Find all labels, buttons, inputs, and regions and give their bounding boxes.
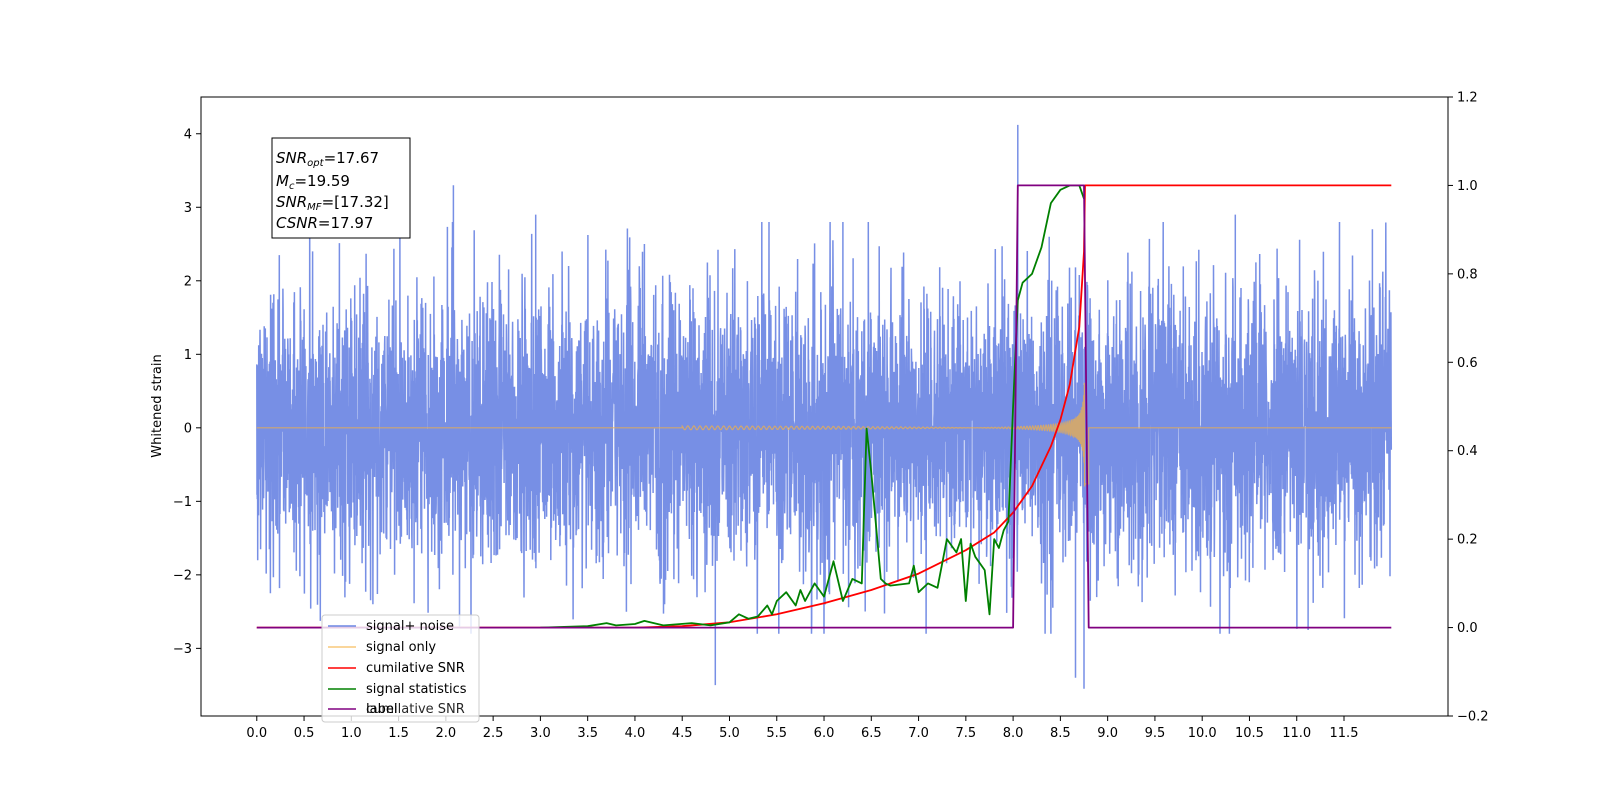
- svg-text:label: label: [366, 702, 397, 717]
- series-signal-statistics: [540, 184, 1085, 629]
- legend-box: [321, 614, 480, 723]
- y2-tick-label: 0.2: [1457, 533, 1478, 548]
- x-tick-label: 9.0: [1097, 726, 1118, 741]
- y-axis-right: 1.2 1.0 0.8 0.6 0.4 0.2 0.0 −0.2: [1448, 91, 1489, 725]
- y-tick-label: 1: [184, 348, 192, 363]
- series-signal-noise: [256, 124, 1393, 689]
- svg-text:cumilative SNR: cumilative SNR: [366, 661, 465, 676]
- x-tick-label: 0.0: [246, 726, 267, 741]
- x-tick-label: 0.5: [294, 726, 315, 741]
- x-tick-label: 7.5: [955, 726, 976, 741]
- x-tick-label: 11.5: [1330, 726, 1359, 741]
- x-tick-label: 4.5: [672, 726, 693, 741]
- x-tick-label: 5.0: [719, 726, 740, 741]
- legend-item-label: cumilative SNR label: [328, 702, 465, 717]
- x-tick-label: 4.0: [625, 726, 646, 741]
- y-tick-label: −1: [173, 495, 192, 510]
- series-layer: [256, 124, 1393, 689]
- x-tick-label: 7.0: [908, 726, 929, 741]
- x-tick-label: 1.0: [341, 726, 362, 741]
- x-tick-label: 8.0: [1003, 726, 1024, 741]
- legend-item-signal-noise: signal+ noise: [328, 619, 454, 634]
- x-tick-label: 1.5: [388, 726, 409, 741]
- legend-ghost-text: cumilative SNR: [366, 702, 465, 717]
- x-tick-label: 3.0: [530, 726, 551, 741]
- y2-tick-label: 0.8: [1457, 267, 1478, 282]
- x-axis: 0.0 0.5 1.0 1.5 2.0 2.5 3.0 3.5 4.0 4.5 5.0 5.5 6.0 6…: [246, 716, 1358, 741]
- x-tick-label: 8.5: [1050, 726, 1071, 741]
- y2-tick-label: 1.2: [1457, 91, 1478, 106]
- series-label: [256, 184, 1392, 629]
- y-tick-label: 3: [184, 201, 192, 216]
- x-tick-label: 6.0: [814, 726, 835, 741]
- y2-tick-label: 0.0: [1457, 621, 1478, 636]
- x-tick-label: 10.0: [1188, 726, 1217, 741]
- y2-tick-label: 0.6: [1457, 356, 1478, 371]
- y-axis-title: Whitened strain: [150, 354, 165, 457]
- series-signal-only: [256, 382, 1392, 487]
- svg-text:signal only: signal only: [366, 640, 436, 655]
- svg-text:signal statistics: signal statistics: [366, 682, 467, 697]
- annotation-box: SNRopt=17.67 Mc=19.59 SNRMF=[17.32] CSNR…: [271, 137, 411, 239]
- annotation-line-3: SNRMF=[17.32]: [276, 193, 389, 213]
- annotation-line-4: CSNR=17.97: [276, 214, 373, 232]
- y2-tick-label: 1.0: [1457, 179, 1478, 194]
- x-tick-label: 11.0: [1282, 726, 1311, 741]
- y-tick-label: 2: [184, 274, 192, 289]
- y-tick-label: −2: [173, 568, 192, 583]
- annotation-line-1: SNRopt=17.67: [276, 149, 379, 169]
- legend-item-signal-only: signal only: [328, 640, 436, 655]
- y-tick-label: 0: [184, 421, 192, 436]
- legend: signal+ noise signal only cumilative SNR…: [321, 614, 480, 723]
- x-tick-label: 6.5: [861, 726, 882, 741]
- x-tick-label: 2.5: [483, 726, 504, 741]
- x-tick-label: 5.5: [766, 726, 787, 741]
- x-tick-label: 2.0: [436, 726, 457, 741]
- y2-tick-label: 0.4: [1457, 444, 1478, 459]
- x-tick-label: 9.5: [1145, 726, 1166, 741]
- y-tick-label: 4: [184, 127, 192, 142]
- legend-item-cumulative-snr: cumilative SNR: [328, 661, 465, 676]
- x-tick-label: 3.5: [577, 726, 598, 741]
- x-tick-label: 10.5: [1235, 726, 1264, 741]
- y-axis-left: 4 3 2 1 0 −1 −2 −3: [173, 127, 201, 657]
- svg-text:signal+ noise: signal+ noise: [366, 619, 454, 634]
- annotation-line-2: Mc=19.59: [276, 172, 350, 192]
- legend-item-signal-statistics: signal statistics: [328, 682, 467, 697]
- y2-tick-label: −0.2: [1457, 710, 1489, 725]
- y-tick-label: −3: [173, 642, 192, 657]
